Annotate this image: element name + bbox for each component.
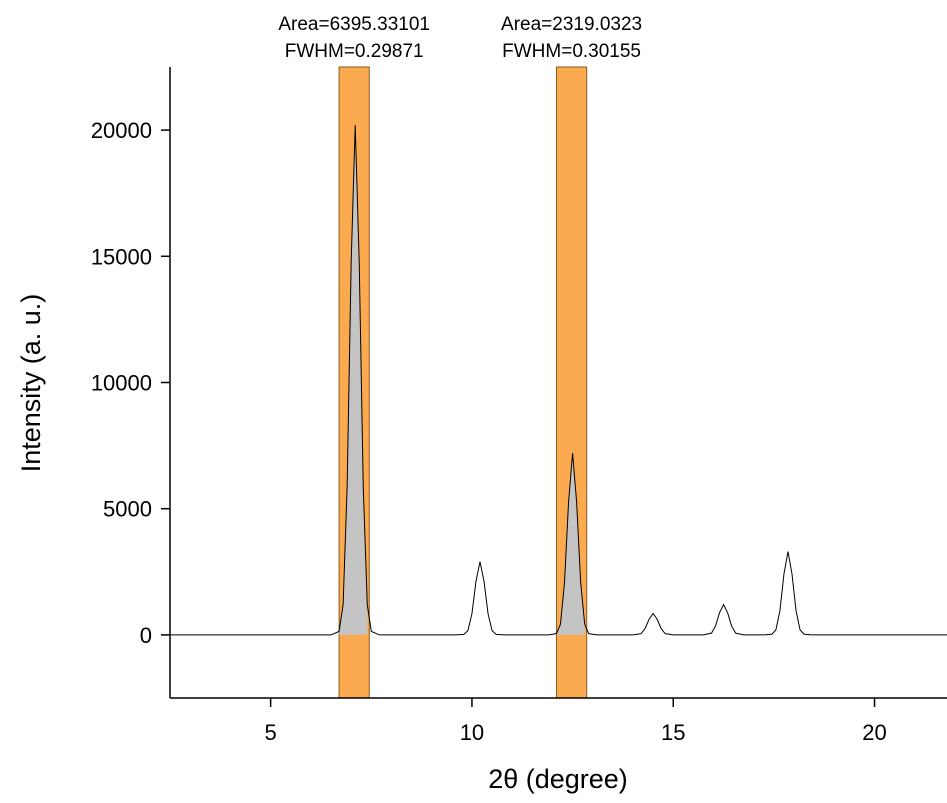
x-tick-label: 15: [661, 720, 685, 745]
y-tick-label: 5000: [103, 497, 152, 522]
peak-area: [339, 125, 368, 635]
y-tick-label: 20000: [91, 118, 152, 143]
y-tick-label: 10000: [91, 371, 152, 396]
fwhm-annotation: FWHM=0.29871: [285, 41, 424, 62]
area-annotation: Area=6395.33101: [278, 14, 430, 35]
area-annotation: Area=2319.0323: [501, 14, 642, 35]
x-tick-label: 10: [460, 720, 484, 745]
y-tick-label: 15000: [91, 244, 152, 269]
peak-area: [556, 453, 585, 635]
x-axis-label: 2θ (degree): [488, 764, 628, 794]
series-line: [170, 125, 947, 636]
y-tick-label: 0: [140, 623, 152, 648]
y-axis-label: Intensity (a. u.): [16, 294, 46, 473]
x-tick-label: 20: [862, 720, 886, 745]
x-tick-label: 5: [265, 720, 277, 745]
fwhm-annotation: FWHM=0.30155: [502, 41, 641, 62]
